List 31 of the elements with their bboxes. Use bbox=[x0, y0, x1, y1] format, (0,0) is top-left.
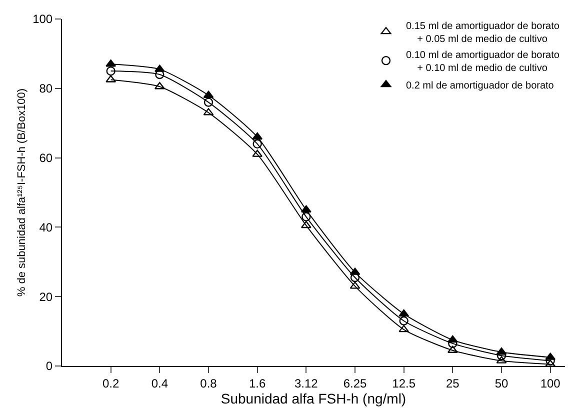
legend-label: 0.15 ml de amortiguador de borato + 0.05 ml de medio de cultivo bbox=[406, 20, 560, 45]
point bbox=[252, 139, 262, 149]
y-tick-label: 100 bbox=[32, 12, 53, 26]
legend-label: 0.2 ml de amortiguador de borato bbox=[406, 80, 554, 92]
point bbox=[398, 309, 410, 317]
point bbox=[300, 220, 312, 228]
point bbox=[106, 66, 116, 76]
legend-label: 0.10 ml de amortiguador de borato + 0.10 ml de medio de cultivo bbox=[406, 50, 560, 74]
x-tick-label: 0.2 bbox=[102, 376, 120, 390]
x-tick-label: 3.12 bbox=[294, 376, 318, 390]
y-tick-label: 60 bbox=[39, 151, 53, 165]
x-tick-label: 12.5 bbox=[392, 376, 416, 390]
y-tick-label: 0 bbox=[46, 359, 53, 374]
x-tick-label: 1.6 bbox=[248, 376, 266, 390]
point bbox=[398, 324, 410, 332]
x-tick-label: 100 bbox=[540, 376, 561, 390]
x-tick-label: 25 bbox=[446, 376, 460, 390]
point bbox=[399, 316, 408, 326]
point bbox=[447, 335, 458, 343]
y-axis-title: % de subunidad alfa¹²⁵I-FSH-h (B/Box100) bbox=[16, 88, 28, 297]
y-tick-label: 40 bbox=[39, 220, 53, 234]
x-tick-label: 0.8 bbox=[200, 376, 218, 390]
x-tick-label: 6.25 bbox=[343, 376, 368, 390]
point bbox=[252, 132, 263, 140]
x-axis-title: Subunidad alfa FSH-h (ng/ml) bbox=[220, 390, 406, 407]
x-tick-label: 0.4 bbox=[151, 376, 168, 390]
point bbox=[204, 98, 214, 107]
y-tick-label: 80 bbox=[39, 82, 53, 96]
y-tick-label: 20 bbox=[39, 290, 53, 304]
point bbox=[302, 212, 311, 222]
x-tick-label: 50 bbox=[494, 376, 509, 390]
